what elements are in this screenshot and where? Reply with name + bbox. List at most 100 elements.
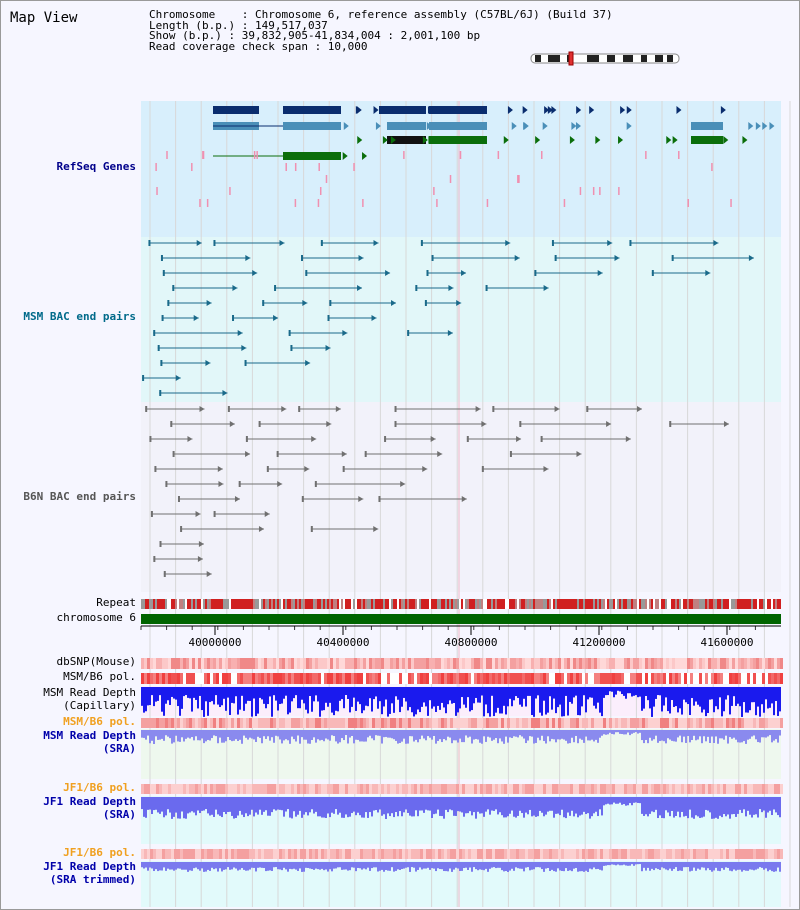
capillary-depth-bar xyxy=(393,687,395,713)
repeat-cell xyxy=(407,599,409,609)
b6n-bac-pair-end xyxy=(187,436,193,442)
refseq-small-feature xyxy=(579,187,582,195)
track-label-repeat[interactable]: Repeat xyxy=(96,596,136,609)
jf1-pol-cell xyxy=(267,784,270,794)
track-label-msm-depth-capillary[interactable]: MSM Read Depth xyxy=(43,686,136,699)
jf1-pol2-cell xyxy=(318,849,321,859)
msm-pol-cell xyxy=(774,673,777,684)
track-label-jf1-depth-trimmed[interactable]: JF1 Read Depth xyxy=(43,860,136,873)
gene-arrow xyxy=(426,122,432,130)
track-label-refseq-genes[interactable]: RefSeq Genes xyxy=(56,160,136,173)
msm-pol2-cell xyxy=(411,718,414,728)
capillary-depth-bar xyxy=(463,687,465,705)
b6n-bac-pair-end xyxy=(234,496,240,502)
b6n-bac-pair-end xyxy=(636,406,642,412)
track-label-jf1-b6-pol-2[interactable]: JF1/B6 pol. xyxy=(63,846,136,859)
repeat-cell xyxy=(467,599,469,609)
jf1-trimmed-depth-bar xyxy=(601,862,603,871)
capillary-depth-bar xyxy=(485,687,487,705)
jf1-pol-cell xyxy=(201,784,204,794)
jf1-sra-depth-bar xyxy=(377,797,379,813)
msm-bac-pair-end xyxy=(160,255,163,261)
jf1-pol-cell xyxy=(252,784,255,794)
msm-bac-pair-end xyxy=(175,375,181,381)
capillary-depth-bar xyxy=(415,687,417,715)
capillary-depth-bar xyxy=(425,687,427,707)
jf1-sra-depth-bar xyxy=(493,797,495,811)
jf1-sra-depth-bar xyxy=(235,797,237,818)
track-label-chromosome[interactable]: chromosome 6 xyxy=(56,611,136,624)
capillary-depth-bar xyxy=(301,687,303,700)
jf1-trimmed-depth-bar xyxy=(737,862,739,870)
msm-pol-cell xyxy=(600,673,603,684)
msm-pol-cell xyxy=(618,673,621,684)
jf1-trimmed-depth-bar xyxy=(459,862,461,872)
repeat-cell xyxy=(357,599,359,609)
track-label-b6n-bac[interactable]: B6N BAC end pairs xyxy=(23,490,136,503)
msm-pol2-cell xyxy=(228,718,231,728)
capillary-depth-bar xyxy=(667,687,669,712)
jf1-trimmed-depth-bar xyxy=(273,862,275,868)
msm-sra-depth-bar xyxy=(657,730,659,743)
track-label-jf1-depth-sra[interactable]: JF1 Read Depth xyxy=(43,795,136,808)
jf1-sra-depth-bar xyxy=(511,797,513,811)
dbsnp-cell xyxy=(591,658,594,669)
jf1-pol-cell xyxy=(249,784,252,794)
jf1-trimmed-depth-bar xyxy=(555,862,557,872)
repeat-cell xyxy=(513,599,515,609)
b6n-bac-pair-end xyxy=(437,451,443,457)
capillary-depth-bar xyxy=(601,687,603,717)
jf1-trimmed-depth-bar xyxy=(483,862,485,871)
jf1-sra-depth-bar xyxy=(297,797,299,815)
jf1-pol2-cell xyxy=(558,849,561,859)
info-panel: Chromosome : Chromosome 6, reference ass… xyxy=(149,9,613,52)
msm-sra-depth-bar xyxy=(687,730,689,737)
capillary-depth-bar xyxy=(765,687,767,700)
jf1-trimmed-depth-bar xyxy=(665,862,667,870)
b6n-bac-pair-end xyxy=(430,436,436,442)
msm-pol2-cell xyxy=(429,718,432,728)
jf1-pol2-cell xyxy=(234,849,237,859)
msm-sra-depth-bar xyxy=(539,730,541,741)
msm-sra-depth-bar xyxy=(483,730,485,737)
track-label-msm-depth-sra[interactable]: MSM Read Depth xyxy=(43,729,136,742)
track-label-jf1-b6-pol[interactable]: JF1/B6 pol. xyxy=(63,781,136,794)
jf1-pol2-cell xyxy=(621,849,624,859)
msm-bac-pair-end xyxy=(629,240,632,246)
jf1-trimmed-depth-bar xyxy=(193,862,195,869)
jf1-pol2-cell xyxy=(774,849,777,859)
msm-sra-depth-bar xyxy=(559,730,561,740)
capillary-depth-bar xyxy=(743,687,745,703)
msm-bac-pair-end xyxy=(213,240,216,246)
jf1-pol-cell xyxy=(393,784,396,794)
msm-pol2-cell xyxy=(213,718,216,728)
gene-arrow xyxy=(392,106,398,114)
axis-tick-label: 40400000 xyxy=(317,636,370,649)
dbsnp-cell xyxy=(768,658,771,669)
track-label-dbsnp[interactable]: dbSNP(Mouse) xyxy=(56,655,136,668)
msm-pol2-cell xyxy=(657,718,660,728)
track-label-msm-b6-pol-2[interactable]: MSM/B6 pol. xyxy=(63,715,136,728)
jf1-trimmed-depth-bar xyxy=(155,862,157,870)
repeat-cell xyxy=(259,599,261,609)
msm-pol-cell xyxy=(753,673,756,684)
jf1-trimmed-depth-bar xyxy=(305,862,307,868)
track-label-msm-b6-pol[interactable]: MSM/B6 pol. xyxy=(63,670,136,683)
msm-sra-depth-bar xyxy=(215,730,217,737)
jf1-sra-depth-bar xyxy=(649,797,651,814)
msm-pol-cell xyxy=(690,673,693,684)
capillary-depth-bar xyxy=(643,687,645,709)
msm-sra-depth-bar xyxy=(573,730,575,743)
track-label-msm-bac[interactable]: MSM BAC end pairs xyxy=(23,310,136,323)
msm-pol-cell xyxy=(405,673,408,684)
msm-sra-depth-bar xyxy=(351,730,353,736)
gene-arrow xyxy=(375,122,381,130)
msm-pol2-cell xyxy=(291,718,294,728)
gene-arrow xyxy=(471,136,477,144)
msm-sra-depth-bar xyxy=(659,730,661,742)
jf1-trimmed-depth-bar xyxy=(247,862,249,871)
jf1-trimmed-depth-bar xyxy=(293,862,295,869)
jf1-pol-cell xyxy=(375,784,378,794)
dbsnp-cell xyxy=(423,658,426,669)
